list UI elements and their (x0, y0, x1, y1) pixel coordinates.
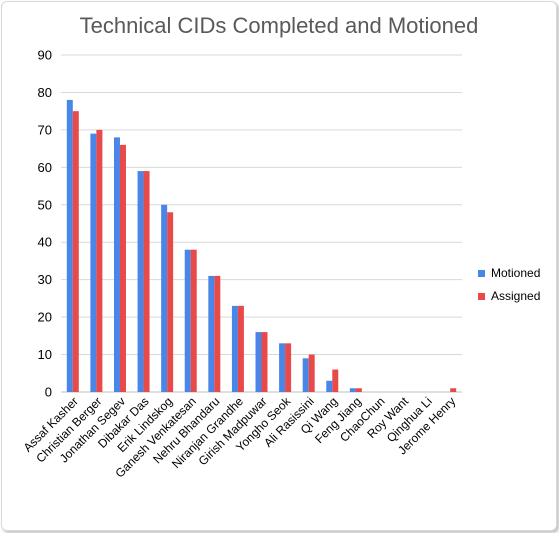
bar-assigned-5 (190, 249, 197, 392)
bars (66, 99, 457, 393)
bar-motioned-3 (137, 171, 144, 392)
bar-motioned-12 (349, 388, 356, 392)
bar-assigned-10 (308, 354, 315, 392)
y-tick-label: 60 (38, 160, 52, 175)
bar-assigned-7 (237, 305, 244, 392)
bar-motioned-5 (184, 249, 191, 392)
bar-motioned-11 (326, 380, 333, 392)
bar-assigned-16 (450, 388, 457, 392)
y-tick-label: 0 (45, 385, 52, 400)
bar-motioned-10 (302, 358, 309, 392)
grid (61, 54, 462, 356)
bar-motioned-0 (66, 99, 73, 392)
bar-assigned-3 (143, 171, 150, 392)
y-tick-label: 10 (38, 347, 52, 362)
y-tick-label: 80 (38, 85, 52, 100)
bar-assigned-12 (355, 388, 362, 392)
bar-assigned-2 (119, 144, 126, 392)
bar-assigned-4 (167, 212, 174, 392)
bar-motioned-9 (279, 343, 286, 392)
bar-assigned-0 (72, 111, 79, 393)
bar-assigned-9 (285, 343, 292, 392)
bar-motioned-6 (208, 275, 215, 392)
bar-motioned-7 (231, 305, 238, 392)
y-tick-labels: 0 10 20 30 40 50 60 70 80 90 (38, 48, 52, 400)
bar-motioned-4 (161, 204, 168, 392)
legend-label-motioned: Motioned (491, 266, 540, 280)
bar-assigned-6 (214, 275, 221, 392)
y-tick-label: 30 (38, 272, 52, 287)
legend-label-assigned: Assigned (491, 289, 540, 303)
legend: Motioned Assigned (478, 266, 540, 303)
bar-motioned-8 (255, 332, 262, 392)
y-tick-label: 90 (38, 48, 52, 63)
bar-assigned-11 (332, 369, 339, 392)
bar-motioned-2 (113, 137, 120, 392)
y-tick-label: 50 (38, 197, 52, 212)
y-tick-label: 70 (38, 122, 52, 137)
legend-swatch-motioned (478, 270, 485, 277)
bar-motioned-1 (90, 133, 97, 392)
bar-assigned-1 (96, 129, 103, 392)
chart-title: Technical CIDs Completed and Motioned (80, 13, 479, 38)
y-tick-label: 40 (38, 235, 52, 250)
bar-assigned-8 (261, 332, 268, 392)
legend-swatch-assigned (478, 293, 485, 300)
y-tick-label: 20 (38, 310, 52, 325)
